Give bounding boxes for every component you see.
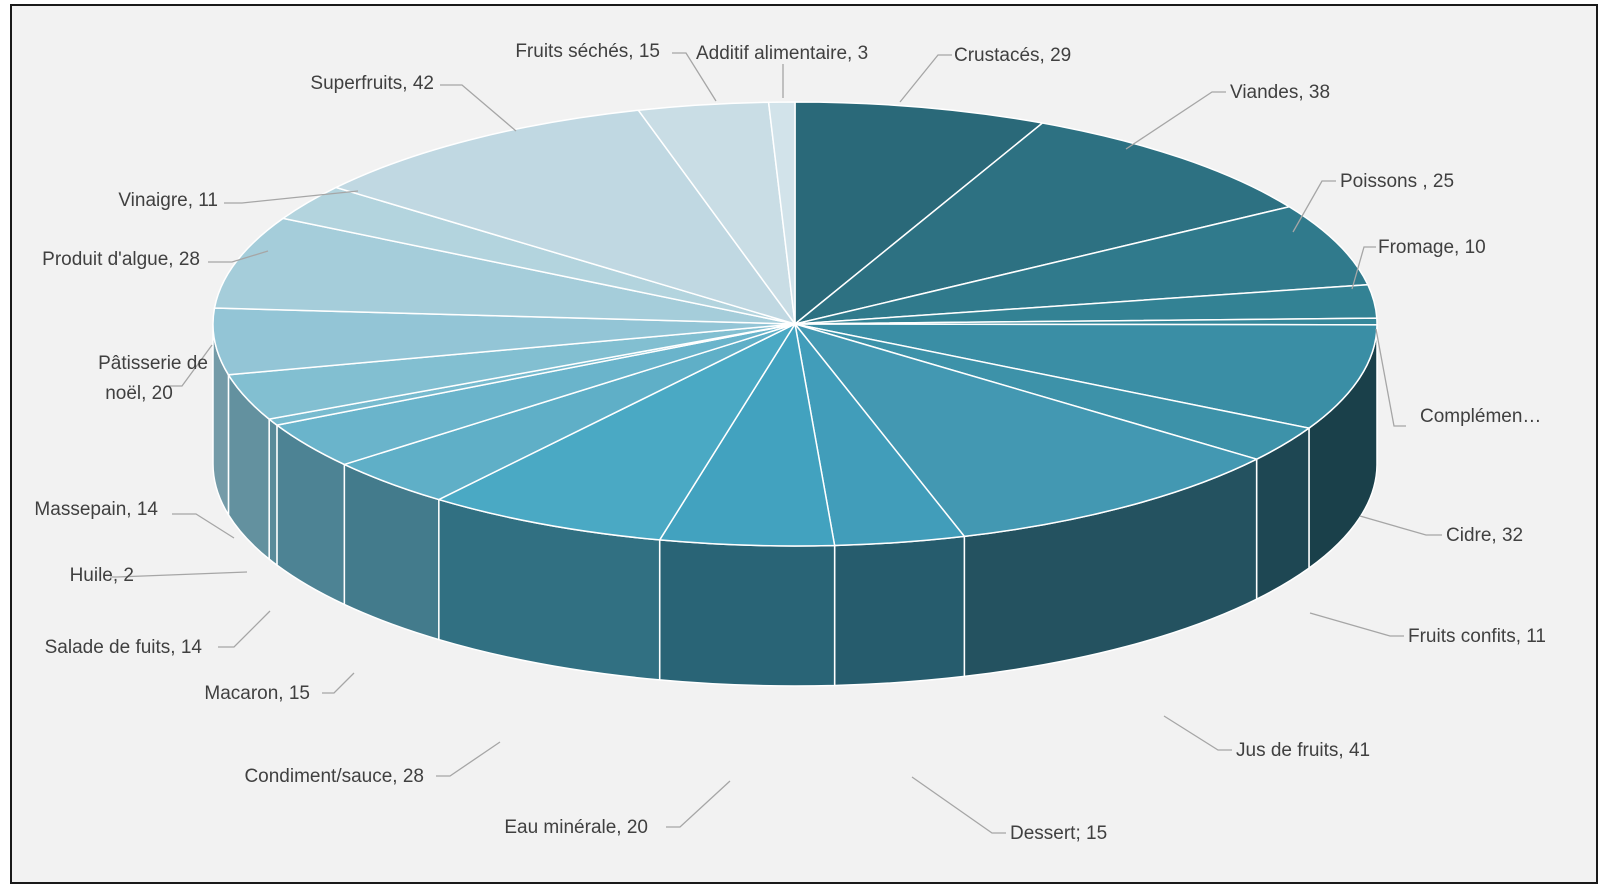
data-label-13: Huile, 2 xyxy=(70,565,134,586)
data-label-0: Crustacés, 29 xyxy=(954,45,1071,66)
data-label-19: Fruits séchés, 15 xyxy=(515,41,660,62)
pie-slice-7[interactable] xyxy=(792,322,1259,538)
pie-slice-16[interactable] xyxy=(213,217,796,325)
pie-slice-18[interactable] xyxy=(334,109,797,326)
leader-line-2 xyxy=(1292,180,1336,233)
pie-chart: Crustacés, 29 Viandes, 38 Poissons , 25 Fro… xyxy=(34,41,1546,844)
leader-line-9 xyxy=(666,780,731,828)
data-label-5: Cidre, 32 xyxy=(1446,525,1523,546)
data-label-18: Superfruits, 42 xyxy=(310,73,434,94)
data-label-1: Viandes, 38 xyxy=(1230,82,1330,103)
leader-line-7 xyxy=(1163,715,1232,751)
leader-line-12 xyxy=(218,610,271,648)
pie-side-8 xyxy=(833,535,966,687)
pie-side-9 xyxy=(658,539,836,687)
data-label-12: Salade de fuits, 14 xyxy=(45,637,203,658)
leader-line-15 xyxy=(166,344,213,387)
leader-line-13 xyxy=(110,571,248,578)
pie-side-13 xyxy=(268,417,278,567)
pie-sides xyxy=(212,323,1378,687)
pie-top-slices xyxy=(212,101,1378,547)
data-label-7: Jus de fruits, 41 xyxy=(1236,740,1370,761)
data-label-10: Condiment/sauce, 28 xyxy=(244,766,424,787)
pie-slice-9[interactable] xyxy=(658,321,836,547)
chart-area: Crustacés, 29 Viandes, 38 Poissons , 25 Fro… xyxy=(10,4,1598,884)
data-label-4: Complémen… xyxy=(1420,406,1541,427)
leader-lines xyxy=(110,52,1442,834)
leader-line-17 xyxy=(224,190,359,204)
data-label-3: Fromage, 10 xyxy=(1378,237,1486,258)
pie-slice-20[interactable] xyxy=(767,101,796,325)
data-label-17: Vinaigre, 11 xyxy=(118,190,218,211)
data-label-2: Poissons , 25 xyxy=(1340,171,1454,192)
data-label-20: Additif alimentaire, 3 xyxy=(696,43,868,64)
leader-line-0 xyxy=(899,54,952,103)
data-label-6: Fruits confits, 11 xyxy=(1408,626,1546,647)
leader-line-19 xyxy=(672,52,717,102)
leader-line-4 xyxy=(1375,328,1406,427)
leader-line-10 xyxy=(436,741,501,777)
leader-line-8 xyxy=(911,776,1006,834)
leader-line-6 xyxy=(1309,612,1404,637)
data-label-11: Macaron, 15 xyxy=(204,683,310,704)
data-label-16: Produit d'algue, 28 xyxy=(42,249,200,270)
pie-slice-15[interactable] xyxy=(212,307,796,376)
pie-slice-10[interactable] xyxy=(436,322,798,541)
leader-line-14 xyxy=(172,513,235,539)
data-label-8: Dessert; 15 xyxy=(1010,823,1107,844)
data-labels: Crustacés, 29 Viandes, 38 Poissons , 25 Fro… xyxy=(34,41,1546,844)
leader-line-16 xyxy=(208,250,269,263)
leader-line-3 xyxy=(1351,246,1376,290)
pie-slice-1[interactable] xyxy=(794,122,1292,325)
data-label-15: Pâtisserie de noël, 20 xyxy=(98,353,208,404)
pie-slice-2[interactable] xyxy=(794,205,1369,325)
leader-line-18 xyxy=(440,84,517,132)
leader-line-1 xyxy=(1125,91,1226,150)
pie-slice-0[interactable] xyxy=(794,101,1045,326)
data-label-14: Massepain, 14 xyxy=(34,499,158,520)
leader-line-11 xyxy=(322,672,355,694)
data-label-9: Eau minérale, 20 xyxy=(504,817,648,838)
leader-line-5 xyxy=(1359,515,1442,536)
